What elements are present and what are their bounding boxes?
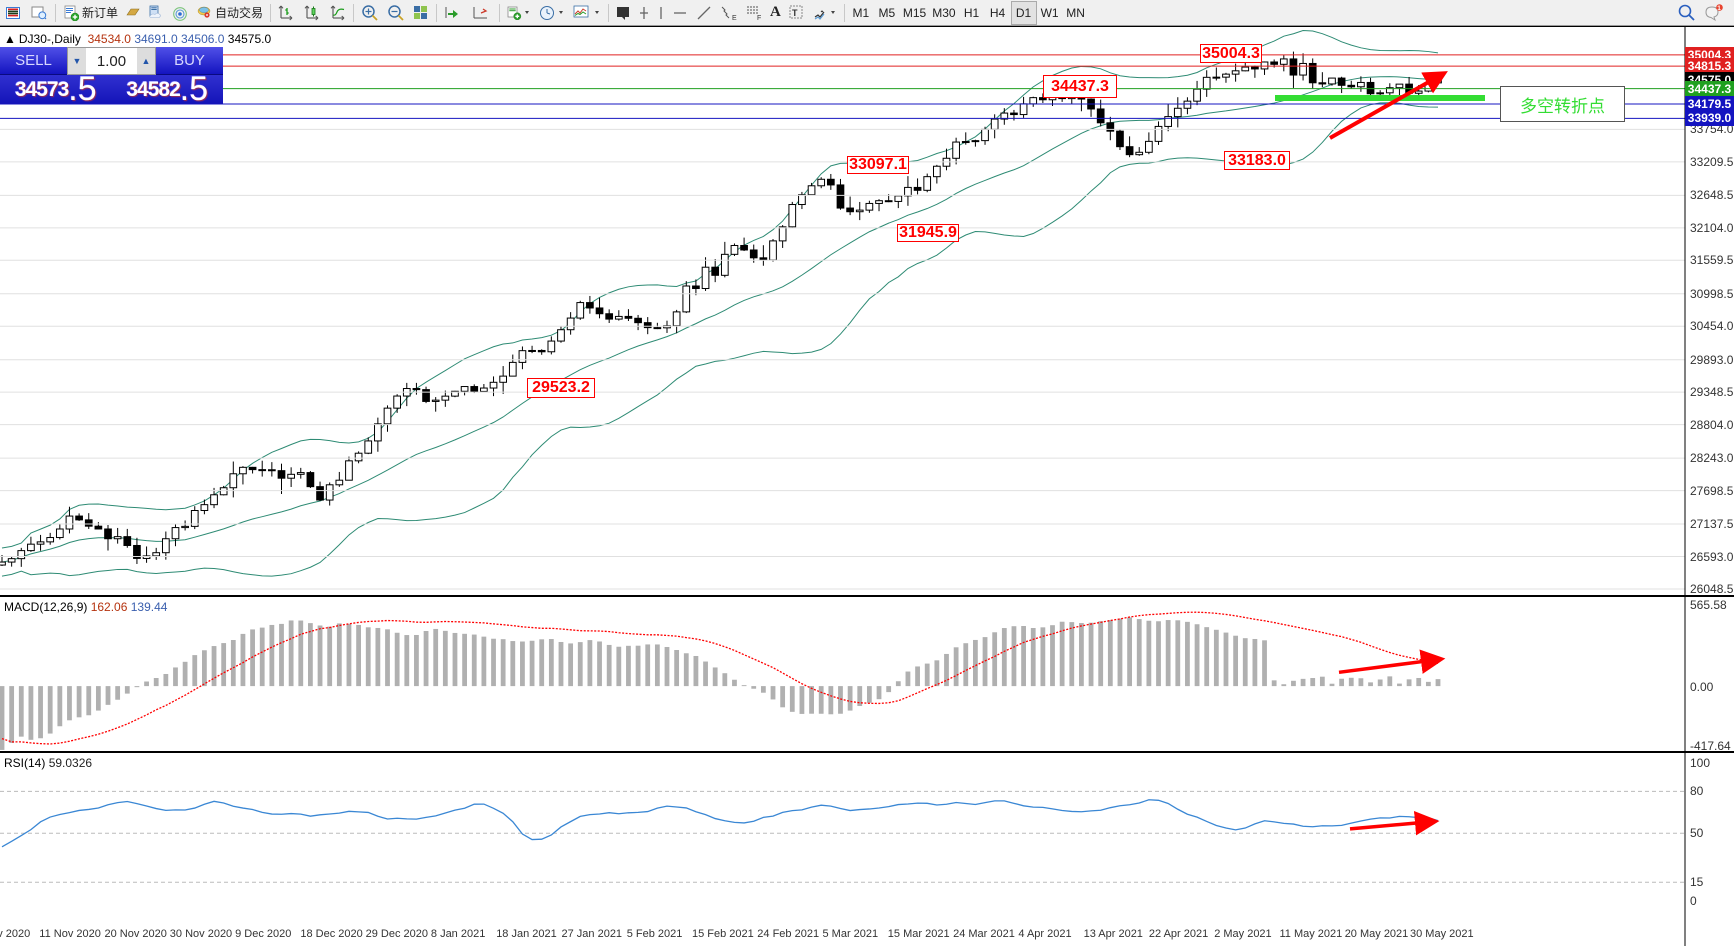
svg-text:F: F: [757, 15, 761, 21]
svg-text:T: T: [792, 8, 798, 18]
svg-text:1: 1: [1717, 5, 1721, 12]
svg-text:E: E: [732, 15, 737, 21]
